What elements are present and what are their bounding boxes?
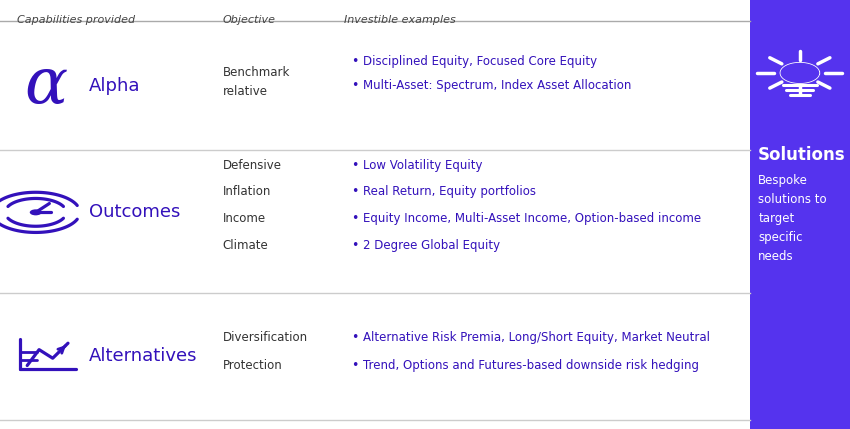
Text: •: • bbox=[351, 79, 359, 92]
Text: Alternative Risk Premia, Long/Short Equity, Market Neutral: Alternative Risk Premia, Long/Short Equi… bbox=[363, 331, 710, 344]
Bar bbox=[750, 0, 850, 429]
Text: •: • bbox=[351, 239, 359, 252]
Circle shape bbox=[30, 209, 42, 215]
Text: Diversification: Diversification bbox=[223, 331, 308, 344]
Text: Capabilities provided: Capabilities provided bbox=[17, 15, 135, 25]
Polygon shape bbox=[781, 63, 819, 82]
Text: Defensive: Defensive bbox=[223, 159, 281, 172]
Text: •: • bbox=[351, 331, 359, 344]
Text: Outcomes: Outcomes bbox=[89, 203, 180, 221]
Text: Real Return, Equity portfolios: Real Return, Equity portfolios bbox=[363, 185, 536, 198]
Text: Equity Income, Multi-Asset Income, Option-based income: Equity Income, Multi-Asset Income, Optio… bbox=[363, 212, 701, 225]
Text: Solutions: Solutions bbox=[758, 146, 846, 164]
Text: Multi-Asset: Spectrum, Index Asset Allocation: Multi-Asset: Spectrum, Index Asset Alloc… bbox=[363, 79, 632, 92]
Text: α: α bbox=[25, 55, 68, 117]
Text: Protection: Protection bbox=[223, 360, 282, 372]
Text: •: • bbox=[351, 159, 359, 172]
Text: Alpha: Alpha bbox=[89, 77, 141, 95]
Text: Bespoke
solutions to
target
specific
needs: Bespoke solutions to target specific nee… bbox=[758, 174, 827, 263]
Text: 2 Degree Global Equity: 2 Degree Global Equity bbox=[363, 239, 500, 252]
Text: Alternatives: Alternatives bbox=[89, 347, 198, 365]
Text: Objective: Objective bbox=[223, 15, 275, 25]
Text: •: • bbox=[351, 55, 359, 68]
Text: •: • bbox=[351, 185, 359, 198]
Text: •: • bbox=[351, 212, 359, 225]
Text: Benchmark
relative: Benchmark relative bbox=[223, 66, 290, 97]
Text: Investible examples: Investible examples bbox=[344, 15, 456, 25]
Text: Income: Income bbox=[223, 212, 266, 225]
Text: Climate: Climate bbox=[223, 239, 269, 252]
Text: Trend, Options and Futures-based downside risk hedging: Trend, Options and Futures-based downsid… bbox=[363, 360, 699, 372]
Text: Inflation: Inflation bbox=[223, 185, 271, 198]
Text: •: • bbox=[351, 360, 359, 372]
Text: Low Volatility Equity: Low Volatility Equity bbox=[363, 159, 483, 172]
Text: Disciplined Equity, Focused Core Equity: Disciplined Equity, Focused Core Equity bbox=[363, 55, 597, 68]
